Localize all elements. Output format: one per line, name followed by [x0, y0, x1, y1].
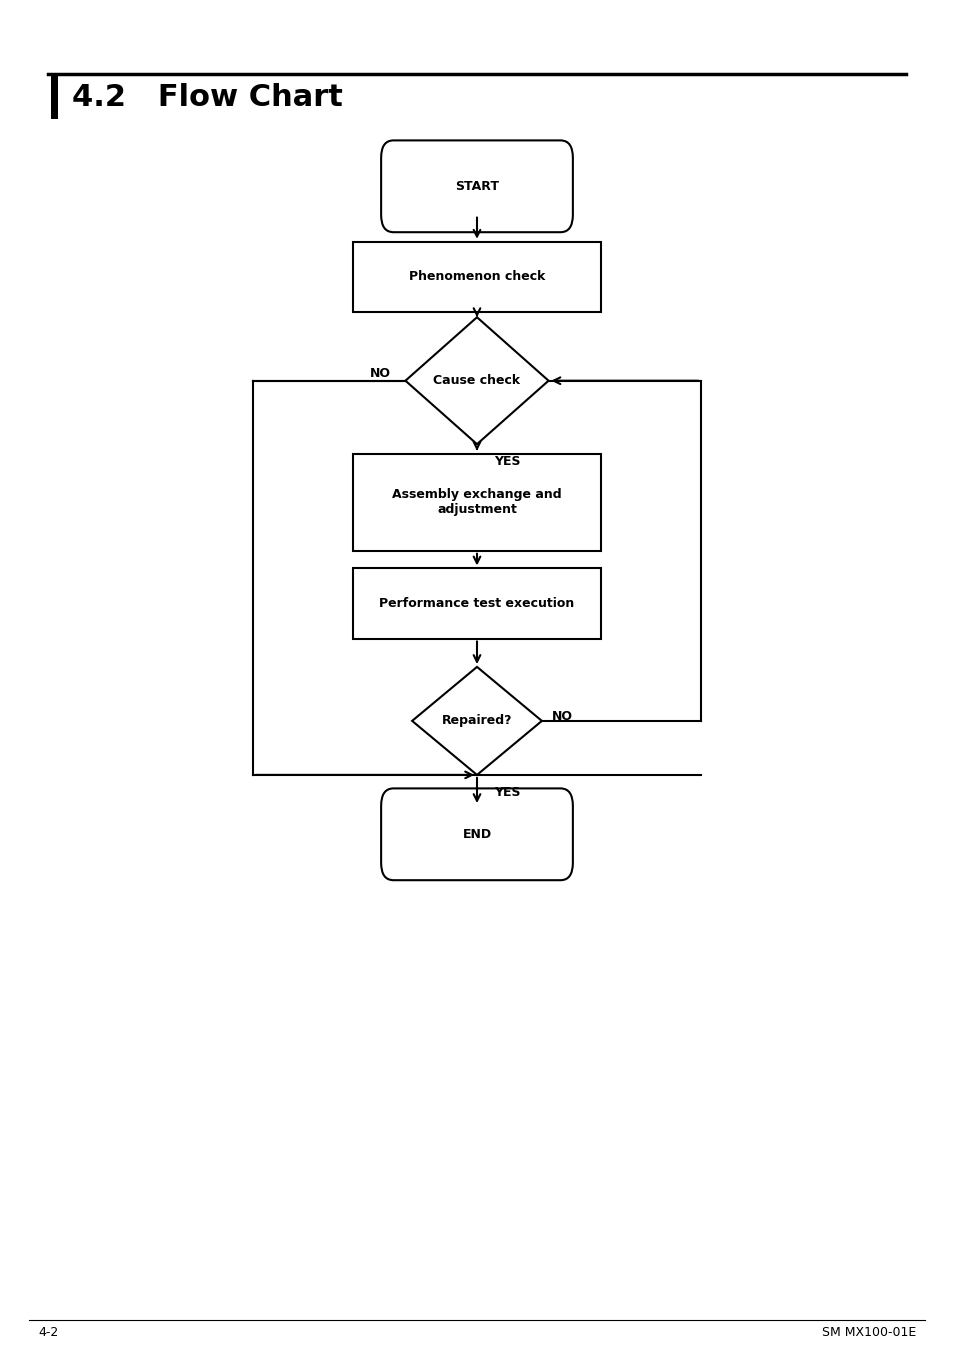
Bar	[353, 242, 600, 312]
Text: END: END	[462, 828, 491, 841]
Text: 4.2   Flow Chart: 4.2 Flow Chart	[71, 82, 342, 112]
Text: Assembly exchange and
adjustment: Assembly exchange and adjustment	[392, 489, 561, 516]
Bar	[353, 568, 600, 639]
Bar	[51, 74, 58, 119]
FancyBboxPatch shape	[380, 140, 572, 232]
Text: SM MX100-01E: SM MX100-01E	[821, 1326, 915, 1339]
Polygon shape	[412, 667, 541, 775]
Text: Repaired?: Repaired?	[441, 714, 512, 728]
Text: Performance test execution: Performance test execution	[379, 597, 574, 610]
Bar	[353, 454, 600, 551]
Text: NO: NO	[370, 367, 391, 381]
FancyBboxPatch shape	[380, 788, 572, 880]
Polygon shape	[405, 317, 548, 444]
Text: Cause check: Cause check	[433, 374, 520, 387]
Text: NO: NO	[551, 710, 572, 724]
Text: START: START	[455, 180, 498, 193]
Text: YES: YES	[494, 786, 520, 799]
Text: YES: YES	[494, 455, 520, 468]
Text: 4-2: 4-2	[38, 1326, 58, 1339]
Text: Phenomenon check: Phenomenon check	[409, 270, 544, 284]
